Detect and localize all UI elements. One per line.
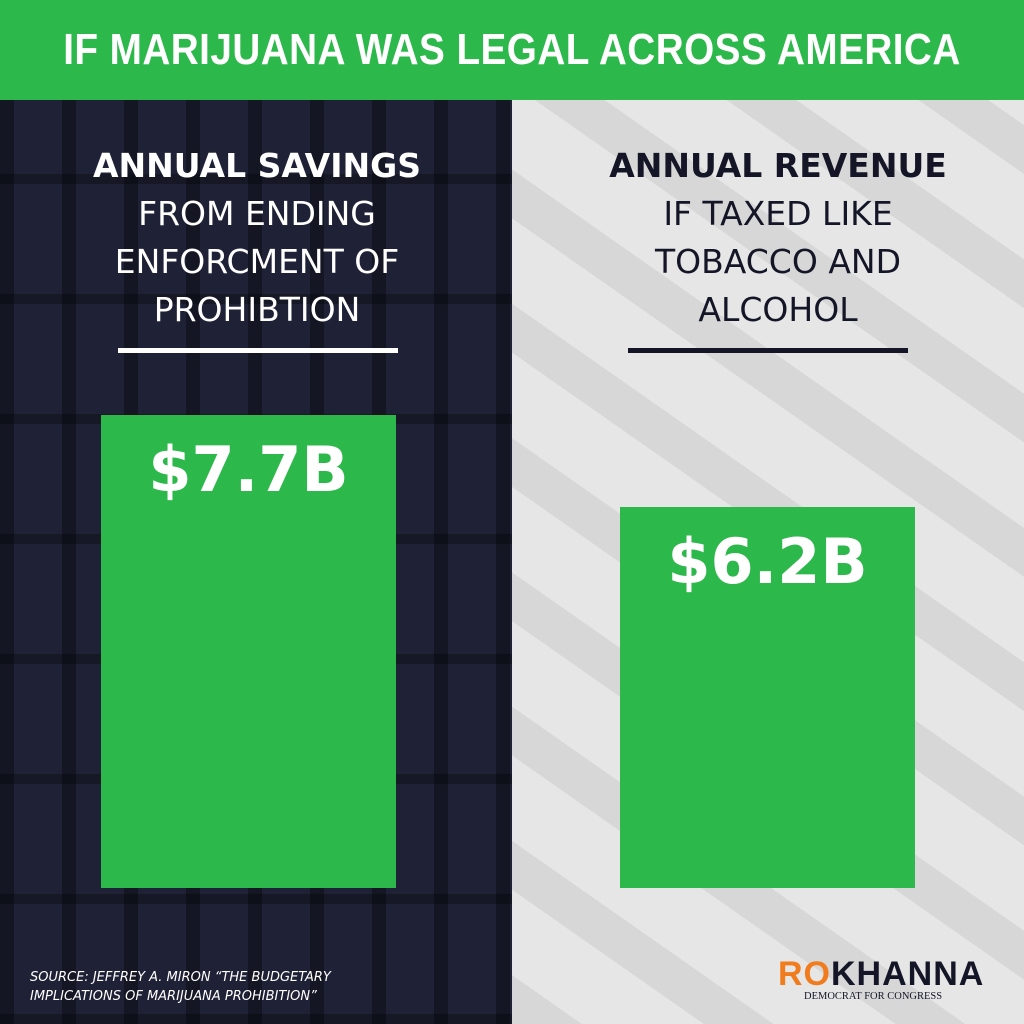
category-label: ANNUAL REVENUE <box>609 146 947 185</box>
category-subtitle: IF TAXED LIKE TOBACCO AND ALCOHOL <box>655 194 901 329</box>
header: IF MARIJUANA WAS LEGAL ACROSS AMERICA <box>0 0 1024 100</box>
logo-last: KHANNA <box>831 955 985 993</box>
value-label: $7.7B <box>148 433 349 506</box>
logo-first: RO <box>778 955 831 993</box>
chart-title: IF MARIJUANA WAS LEGAL ACROSS AMERICA <box>63 25 961 74</box>
category-heading: ANNUAL REVENUE IF TAXED LIKE TOBACCO AND … <box>608 142 948 334</box>
divider <box>628 348 908 353</box>
category-label: ANNUAL SAVINGS <box>93 146 421 185</box>
category-heading: ANNUAL SAVINGS FROM ENDING ENFORCMENT OF … <box>87 142 427 334</box>
bar: $7.7B <box>101 415 396 888</box>
value-label: $6.2B <box>667 525 868 599</box>
logo-tagline: DEMOCRAT FOR CONGRESS <box>804 991 943 1002</box>
bar: $6.2B <box>620 507 915 888</box>
category-subtitle: FROM ENDING ENFORCMENT OF PROHIBTION <box>114 194 400 329</box>
logo: ROKHANNA DEMOCRAT FOR CONGRESS <box>778 955 985 1002</box>
source-note: SOURCE: JEFFREY A. MIRON “THE BUDGETARY … <box>30 970 331 1004</box>
divider <box>118 348 398 353</box>
